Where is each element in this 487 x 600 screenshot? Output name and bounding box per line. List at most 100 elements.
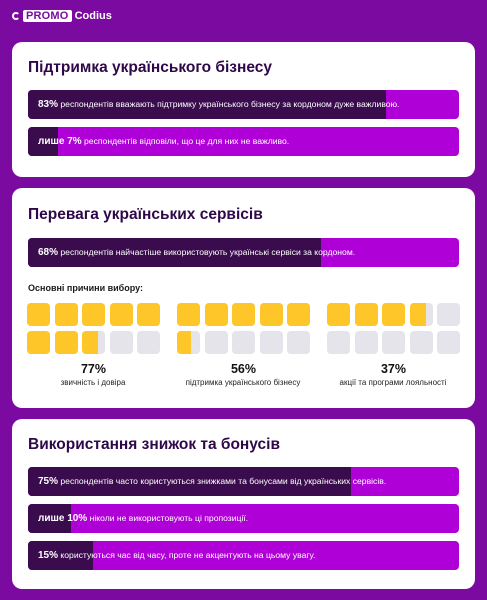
waffle-cell <box>27 331 50 354</box>
waffle-cell <box>109 303 133 326</box>
stat-bar-fill <box>28 238 322 267</box>
waffle-cell <box>232 331 255 354</box>
waffle-cell <box>287 303 310 326</box>
waffle-cell <box>327 303 350 326</box>
stat-bar: лише 10% ніколи не використовують ці про… <box>28 504 459 533</box>
waffle-cell <box>82 331 105 354</box>
reason-value: 77% <box>80 362 107 376</box>
stat-value: 83% <box>38 99 59 110</box>
reason-value: 56% <box>230 362 257 376</box>
stat-bar-fill <box>28 90 386 119</box>
waffle-cell-fill <box>409 303 426 326</box>
waffle-cell-fill <box>354 303 378 326</box>
stat-value: 68% <box>38 247 59 258</box>
waffle-cell-fill <box>82 331 99 354</box>
stat-bar-fill <box>28 504 72 533</box>
waffle-cell <box>54 303 78 326</box>
waffle-cell <box>437 331 460 354</box>
waffle-cell-fill <box>232 303 255 326</box>
waffle-cell-fill <box>137 303 160 326</box>
stat-value: 10% <box>67 513 88 524</box>
waffle-cell <box>204 331 228 354</box>
stat-bar-fill <box>28 541 93 570</box>
brand-logo: PROMO Codius <box>12 10 112 22</box>
section-title: Перевага українських сервісів <box>28 206 263 223</box>
waffle-cell <box>354 331 378 354</box>
waffle-cell <box>409 303 433 326</box>
reason-label: звичність і довіра <box>60 378 126 387</box>
reasons-subtitle: Основні причини вибору: <box>28 283 143 293</box>
stat-prefix: лише <box>38 136 68 147</box>
waffle-cell-fill <box>204 303 228 326</box>
waffle-cell <box>382 303 405 326</box>
reason-value: 37% <box>380 362 407 376</box>
waffle-cell-fill <box>54 303 78 326</box>
waffle-cell <box>437 303 460 326</box>
waffle-cell <box>382 331 405 354</box>
stat-bar: 75% респондентів часто користуються зниж… <box>28 467 459 496</box>
stat-bar-fill <box>28 127 59 156</box>
stat-value: 75% <box>38 476 59 487</box>
waffle-cell <box>27 303 50 326</box>
waffle-cell <box>137 303 160 326</box>
card-ukrainian-services-preference: Перевага українських сервісів 68% респон… <box>12 188 475 408</box>
brand-promo: PROMO <box>23 10 72 22</box>
stat-description: респондентів часто користуються знижками… <box>58 476 387 486</box>
stat-bar-text: лише 7% респондентів відповіли, що це дл… <box>38 127 289 156</box>
card-discounts-and-bonuses: Використання знижок та бонусів 75% респо… <box>12 419 475 589</box>
stat-bar-text: лише 10% ніколи не використовують ці про… <box>38 504 248 533</box>
waffle-cell <box>259 303 283 326</box>
waffle-cell-fill <box>382 303 405 326</box>
waffle-cell <box>204 303 228 326</box>
reason-grid <box>27 303 160 355</box>
logo-mark-icon <box>12 12 20 20</box>
stat-description: користуються час від часу, проте не акце… <box>58 550 316 560</box>
stat-bar-fill <box>28 467 352 496</box>
section-title: Використання знижок та бонусів <box>28 436 280 453</box>
stat-description: респондентів відповіли, що це для них не… <box>81 136 290 146</box>
waffle-cell <box>177 303 200 326</box>
waffle-cell <box>409 331 433 354</box>
stat-bar: 83% респондентів вважають підтримку укра… <box>28 90 459 119</box>
section-title: Підтримка українського бізнесу <box>28 59 273 76</box>
stat-value: 15% <box>38 550 59 561</box>
waffle-cell <box>177 331 200 354</box>
reason-label: підтримка українського бізнесу <box>185 378 301 387</box>
stat-description: респондентів найчастіше використовують у… <box>58 247 356 257</box>
waffle-cell-fill <box>327 303 350 326</box>
waffle-cell-fill <box>82 303 105 326</box>
waffle-cell <box>54 331 78 354</box>
waffle-cell-fill <box>54 331 78 354</box>
card-ukrainian-business-support: Підтримка українського бізнесу 83% респо… <box>12 42 475 177</box>
stat-description: респондентів вважають підтримку українсь… <box>58 99 400 109</box>
waffle-cell-fill <box>109 303 133 326</box>
waffle-cell <box>232 303 255 326</box>
reason-label: акції та програми лояльності <box>339 378 447 387</box>
waffle-cell <box>354 303 378 326</box>
waffle-cell <box>109 331 133 354</box>
waffle-cell <box>327 331 350 354</box>
waffle-cell-fill <box>27 303 50 326</box>
stat-value: 7% <box>67 136 82 147</box>
stat-bar: 68% респондентів найчастіше використовую… <box>28 238 459 267</box>
reason-grid <box>177 303 310 355</box>
stat-bar-text: 15% користуються час від часу, проте не … <box>38 541 315 570</box>
waffle-cell <box>259 331 283 354</box>
waffle-cell <box>137 331 160 354</box>
waffle-cell-fill <box>177 331 191 354</box>
stat-description: ніколи не використовують ці пропозиції. <box>87 513 249 523</box>
stat-bar: лише 7% респондентів відповіли, що це дл… <box>28 127 459 156</box>
stat-prefix: лише <box>38 513 68 524</box>
waffle-cell-fill <box>259 303 283 326</box>
stat-bar: 15% користуються час від часу, проте не … <box>28 541 459 570</box>
stat-bar-text: 75% респондентів часто користуються зниж… <box>38 467 386 496</box>
waffle-cell <box>287 331 310 354</box>
stat-bar-text: 68% респондентів найчастіше використовую… <box>38 238 355 267</box>
waffle-cell-fill <box>177 303 200 326</box>
brand-codius: Codius <box>74 10 112 22</box>
waffle-cell <box>82 303 105 326</box>
stat-bar-text: 83% респондентів вважають підтримку укра… <box>38 90 399 119</box>
reason-grid <box>327 303 460 355</box>
waffle-cell-fill <box>287 303 310 326</box>
waffle-cell-fill <box>27 331 50 354</box>
